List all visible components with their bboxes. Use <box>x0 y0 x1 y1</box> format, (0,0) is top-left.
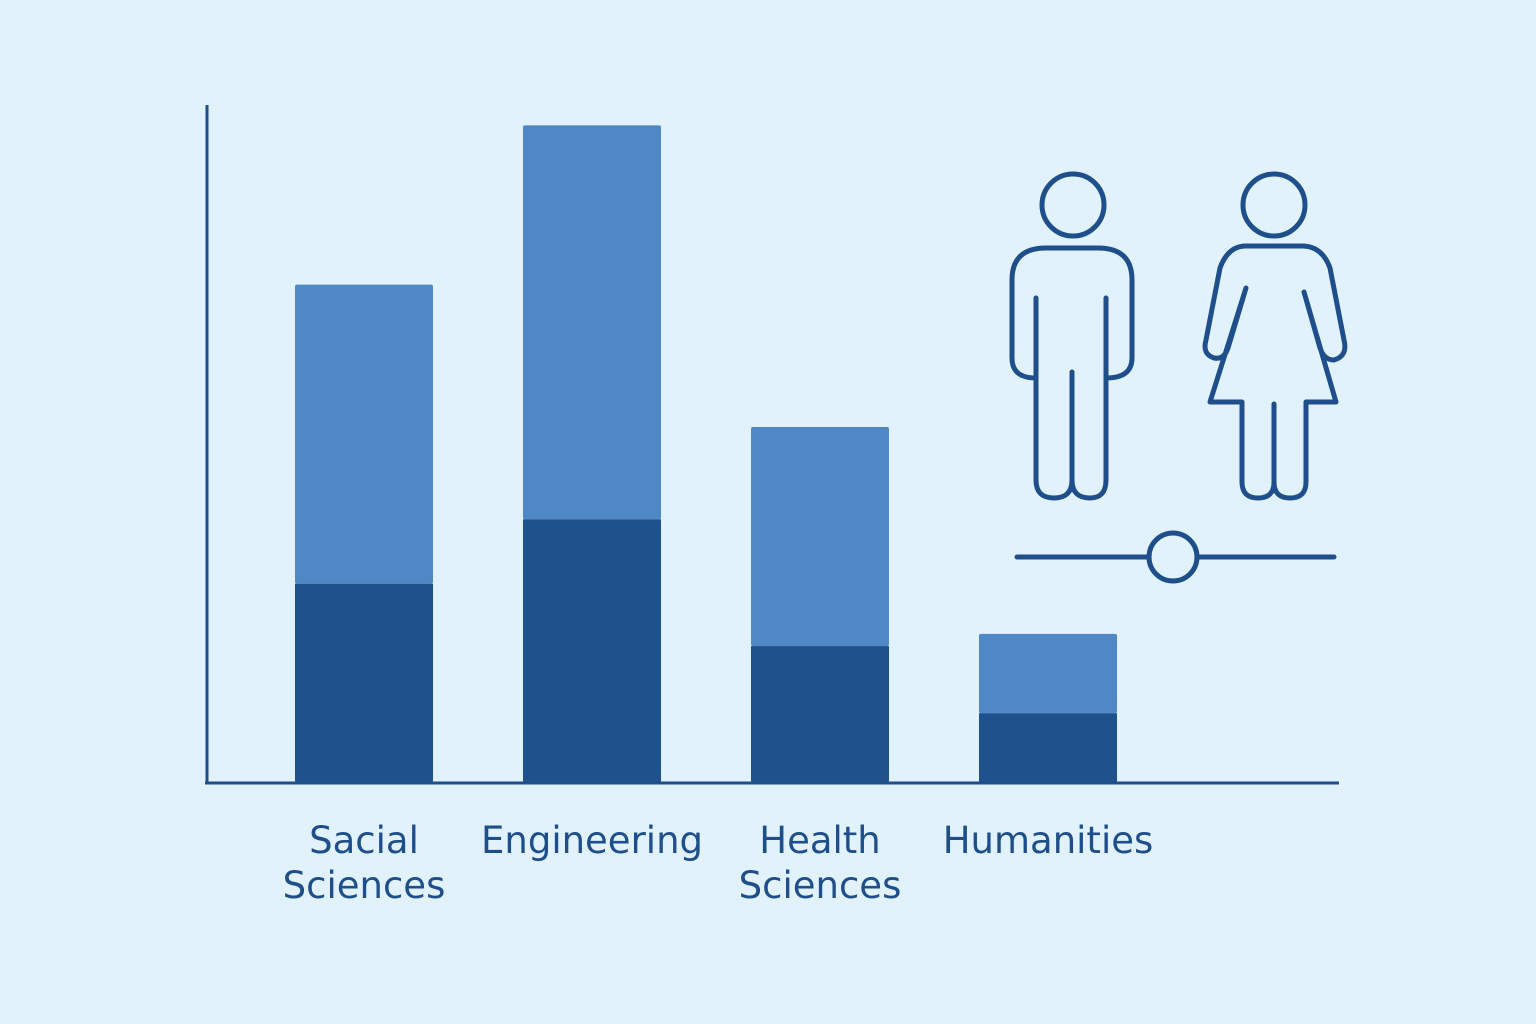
female-head <box>1240 171 1308 239</box>
bar-segment <box>295 284 433 584</box>
bar-segment <box>751 427 889 647</box>
x-tick-label: Humanities <box>942 819 1154 862</box>
bar-segment <box>523 125 661 520</box>
x-tick-label: Engineering <box>481 819 703 862</box>
bar-segment <box>979 713 1117 783</box>
bar-segment <box>523 519 661 783</box>
bar-segment <box>751 646 889 783</box>
bar-segment <box>295 583 433 783</box>
bar-segment <box>979 633 1117 714</box>
male-head <box>1039 171 1107 239</box>
gender-icons <box>1009 171 1348 584</box>
x-tick-label: Health Sciences <box>738 819 902 907</box>
slider-knob <box>1146 530 1200 584</box>
male-body <box>1009 245 1135 501</box>
x-tick-label: Sacial Sciences <box>282 819 446 907</box>
female-body <box>1202 243 1348 501</box>
